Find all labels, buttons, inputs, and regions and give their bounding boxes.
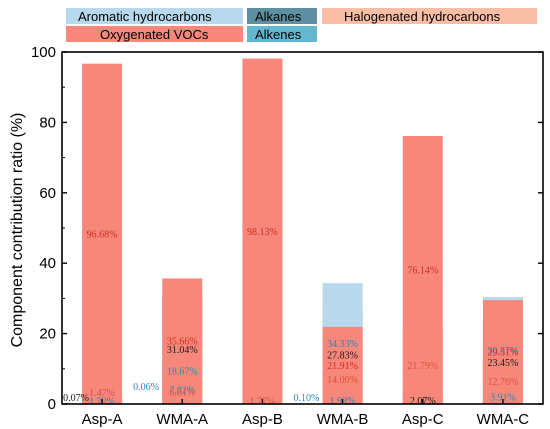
legend: Aromatic hydrocarbons Alkanes Halogenated … (66, 8, 537, 42)
y-tick-label-60: 60 (39, 185, 56, 202)
data-label-wma-a-oxygenated-vocs: 35.66% (167, 337, 198, 348)
legend-swatch-oxygenated-vocs (66, 26, 243, 42)
data-label-wma-c-oxygenated-vocs: 29.51% (487, 348, 518, 359)
legend-swatch-alkenes (247, 26, 317, 42)
data-label-asp-b-oxygenated-vocs: 98.13% (247, 227, 278, 238)
legend-label-aromatic-hydrocarbons: Aromatic hydrocarbons (78, 9, 212, 24)
data-label-wma-b-oxygenated-vocs: 21.91% (327, 361, 358, 372)
axes: 0 20 40 60 80 100 Asp-A WMA-A Asp-B WMA-B Asp-C WMA… (31, 44, 544, 428)
y-tick-label-40: 40 (39, 255, 56, 272)
bar-asp-b-oxygenated-vocs (242, 58, 283, 405)
legend-label-oxygenated-vocs: Oxygenated VOCs (100, 27, 209, 42)
bar-asp-c-oxygenated-vocs (402, 135, 443, 405)
data-label-asp-c-halogenated-hydrocarbons: 21.79% (407, 361, 438, 372)
bar-asp-a-oxygenated-vocs (82, 63, 123, 404)
data-label-wma-a-aromatic-hydrocarbons: 18.67% (167, 367, 198, 378)
data-label-wma-a-halogenated-hydrocarbons: 6.81% (169, 388, 195, 399)
data-label-asp-b-alkenes: 0.10% (293, 393, 319, 404)
data-label-wma-b-aromatic-hydrocarbons: 34.33% (327, 339, 358, 350)
y-tick-label-0: 0 (48, 396, 56, 413)
data-label-wma-b-halogenated-hydrocarbons: 14.00% (327, 375, 358, 386)
x-tick-label-wma-c: WMA-C (477, 411, 530, 428)
legend-swatch-aromatic-hydrocarbons (66, 8, 243, 24)
legend-label-alkenes: Alkenes (255, 27, 302, 42)
data-label-wma-c-halogenated-hydrocarbons: 12.76% (487, 377, 518, 388)
data-label-wma-a-alkanes: 31.04% (167, 345, 198, 356)
data-label-wma-c-alkenes: 3.91% (490, 393, 516, 404)
data-label-wma-c-aromatic-hydrocarbons: 30.37% (487, 346, 518, 357)
bar-wma-b-oxygenated-vocs (322, 326, 363, 404)
y-tick-label-80: 80 (39, 114, 56, 131)
data-labels: 0.07%1.72%0.06%1.47%96.68%31.04%7.82%18.… (63, 227, 518, 408)
bar-wma-c-oxygenated-vocs (482, 300, 523, 404)
data-label-asp-a-halogenated-hydrocarbons: 1.47% (89, 388, 115, 399)
y-tick-label-100: 100 (31, 44, 56, 61)
bars (82, 58, 523, 405)
data-label-asp-c-oxygenated-vocs: 76.14% (407, 265, 438, 276)
legend-swatch-halogenated-hydrocarbons (322, 8, 537, 24)
data-label-asp-a-alkanes: 0.07% (63, 393, 89, 404)
x-tick-label-wma-b: WMA-B (317, 411, 369, 428)
legend-label-halogenated-hydrocarbons: Halogenated hydrocarbons (344, 9, 501, 24)
data-label-wma-a-alkenes: 7.82% (169, 386, 195, 397)
x-tick-label-asp-a: Asp-A (82, 411, 123, 428)
data-label-asp-a-aromatic-hydrocarbons: 0.06% (133, 382, 159, 393)
data-label-wma-b-alkanes: 27.83% (327, 351, 358, 362)
y-axis-label: Component contribution ratio (%) (9, 113, 26, 348)
bar-wma-a-oxygenated-vocs (162, 278, 203, 404)
x-tick-label-wma-a: WMA-A (156, 411, 208, 428)
x-tick-label-asp-b: Asp-B (242, 411, 283, 428)
data-label-asp-a-oxygenated-vocs: 96.68% (87, 229, 118, 240)
legend-label-alkanes: Alkanes (255, 9, 302, 24)
legend-swatch-alkanes (247, 8, 317, 24)
x-tick-label-asp-c: Asp-C (402, 411, 444, 428)
y-tick-label-20: 20 (39, 326, 56, 343)
data-label-wma-c-alkanes: 23.45% (487, 358, 518, 369)
plot-frame (61, 51, 544, 405)
